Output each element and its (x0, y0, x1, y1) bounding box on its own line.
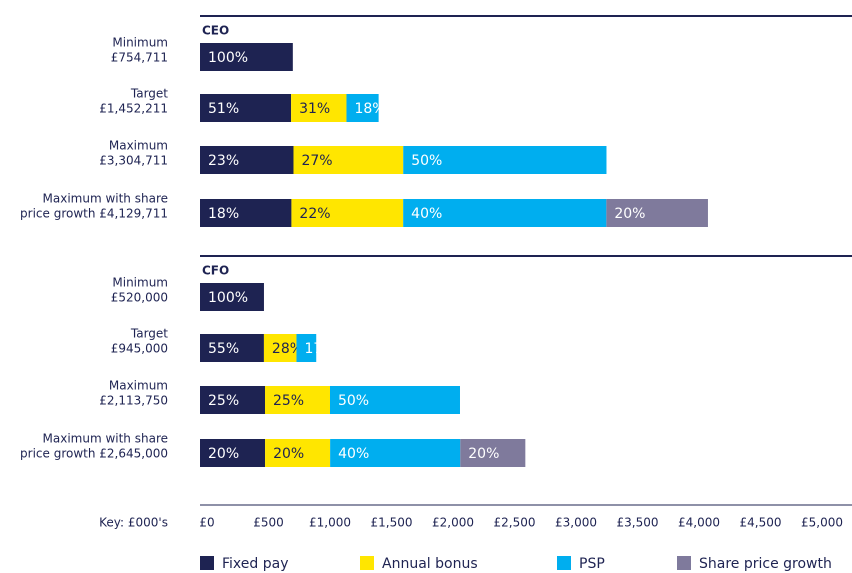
x-tick-label: £1,500 (371, 516, 413, 530)
x-tick-label: £3,000 (555, 516, 597, 530)
category-label: Maximum with share (43, 192, 168, 206)
category-label: Maximum with share (43, 432, 168, 446)
value-label: 50% (338, 393, 369, 409)
bar-segment (200, 283, 264, 311)
value-label: 25% (208, 393, 239, 409)
value-label: 100% (208, 50, 248, 66)
bar-segment (200, 439, 266, 467)
value-label: 40% (411, 206, 442, 222)
bar-segment (200, 386, 265, 414)
category-label: price growth £4,129,711 (20, 207, 168, 221)
category-label: £3,304,711 (99, 154, 168, 168)
category-label: Target (130, 87, 168, 101)
bar-segment (200, 199, 292, 227)
x-tick-label: £4,000 (678, 516, 720, 530)
category-label: Maximum (109, 139, 168, 153)
value-label: 51% (208, 101, 239, 117)
panel-title: CEO (202, 24, 229, 38)
x-tick-label: £3,500 (617, 516, 659, 530)
category-label: £1,452,211 (99, 102, 168, 116)
x-tick-label: £4,500 (740, 516, 782, 530)
bar-segment (200, 334, 264, 362)
value-label: 17% (304, 341, 335, 357)
x-tick-label: £0 (199, 516, 214, 530)
value-label: 28% (272, 341, 303, 357)
value-label: 23% (208, 153, 239, 169)
bar-segment (329, 386, 460, 414)
bar-segment (293, 146, 404, 174)
category-label: Minimum (112, 276, 168, 290)
value-label: 18% (354, 101, 385, 117)
bar-segment (200, 146, 294, 174)
value-label: 18% (208, 206, 239, 222)
legend-swatch (200, 556, 214, 570)
category-label: £945,000 (111, 342, 168, 356)
bar-segment (264, 386, 330, 414)
value-label: 40% (338, 446, 369, 462)
bar-segment (460, 439, 526, 467)
bar-segment (606, 199, 708, 227)
legend-label: Share price growth (699, 556, 832, 572)
x-tick-label: £2,000 (432, 516, 474, 530)
legend-swatch (677, 556, 691, 570)
legend-label: Fixed pay (222, 556, 288, 572)
x-tick-label: £500 (253, 516, 284, 530)
x-tick-label: £5,000 (801, 516, 843, 530)
bar-segment (263, 334, 297, 362)
value-label: 55% (208, 341, 239, 357)
x-tick-label: £2,500 (494, 516, 536, 530)
bar-segment (291, 94, 347, 122)
panel-title: CFO (202, 264, 229, 278)
category-label: Maximum (109, 379, 168, 393)
value-label: 20% (273, 446, 304, 462)
bar-segment (200, 43, 293, 71)
value-label: 27% (301, 153, 332, 169)
value-label: 25% (273, 393, 304, 409)
value-label: 20% (468, 446, 499, 462)
value-label: 100% (208, 290, 248, 306)
bar-segment (330, 439, 461, 467)
category-label: £520,000 (111, 291, 168, 305)
value-label: 22% (299, 206, 330, 222)
bar-segment (200, 94, 292, 122)
bar-segment (346, 94, 379, 122)
category-label: price growth £2,645,000 (20, 447, 168, 461)
bar-segment (265, 439, 331, 467)
category-label: £2,113,750 (99, 394, 168, 408)
category-label: Minimum (112, 36, 168, 50)
value-label: 20% (208, 446, 239, 462)
legend-label: Annual bonus (382, 556, 478, 572)
value-label: 31% (299, 101, 330, 117)
category-label: Target (130, 327, 168, 341)
legend-label: PSP (579, 556, 605, 572)
bar-segment (403, 199, 607, 227)
bar-segment (296, 334, 317, 362)
value-label: 20% (614, 206, 645, 222)
bar-segment (403, 146, 607, 174)
legend-swatch (360, 556, 374, 570)
value-label: 50% (411, 153, 442, 169)
legend-swatch (557, 556, 571, 570)
x-tick-label: £1,000 (309, 516, 351, 530)
category-label: £754,711 (111, 51, 168, 65)
axis-label: Key: £000's (99, 516, 168, 530)
bar-segment (291, 199, 404, 227)
